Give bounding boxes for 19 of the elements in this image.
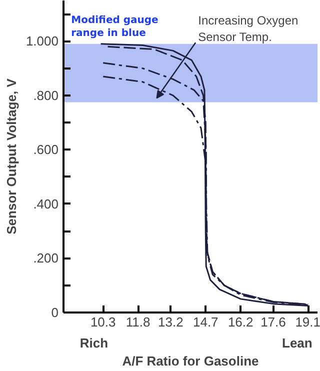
x-tick-label: 19.1 [295, 314, 320, 330]
y-tick-label: .800 [33, 88, 59, 103]
x-axis-title: A/F Ratio for Gasoline [122, 354, 259, 368]
x-tick-label: 16.2 [228, 314, 254, 330]
text: Rich [80, 336, 108, 350]
x-tick-label: 11.8 [126, 314, 150, 330]
x-tick-label: 17.6 [260, 314, 286, 330]
y-tick-label: 0 [51, 305, 59, 320]
x-tick-label: 14.7 [192, 314, 218, 330]
x-tick-label: 10.3 [90, 314, 116, 330]
annotation: Increasing Oxygen Sensor Temp. [198, 13, 298, 44]
y-axis-title: Sensor Output Voltage, V [4, 78, 19, 234]
y-tick-label: .200 [33, 250, 59, 266]
x-tick-label: 13.2 [158, 314, 184, 330]
text: Lean [282, 336, 312, 350]
band-label: Modified gauge range in blue [71, 15, 159, 40]
y-tick-label: .400 [33, 196, 59, 212]
y-tick-label: 1.000 [26, 34, 59, 49]
y-tick-label: .600 [33, 142, 59, 158]
